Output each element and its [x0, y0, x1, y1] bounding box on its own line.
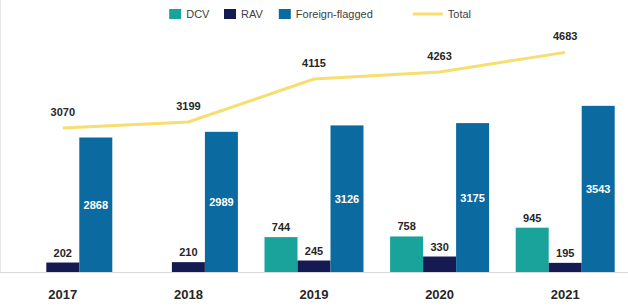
data-label: 2868: [84, 199, 108, 211]
y-axis-line: [0, 0, 1, 272]
data-label: 758: [397, 220, 415, 232]
line: [63, 52, 565, 128]
data-label: 4115: [302, 57, 326, 69]
bar: [423, 257, 456, 272]
data-label: 744: [272, 221, 291, 233]
data-label: 4263: [427, 50, 451, 62]
legend-label: RAV: [241, 8, 263, 20]
legend-swatch: [279, 9, 291, 19]
data-label: 3126: [335, 193, 359, 205]
bar: [456, 123, 489, 272]
data-label: 3175: [460, 192, 484, 204]
legend-swatch: [224, 9, 236, 19]
data-label: 945: [523, 212, 541, 224]
data-label: 195: [556, 247, 574, 259]
bar: [331, 125, 364, 272]
data-label: 3070: [51, 106, 75, 118]
legend-label: DCV: [186, 8, 210, 20]
bar: [516, 228, 549, 272]
data-label: 4683: [553, 30, 577, 42]
bar: [205, 132, 238, 272]
legend-swatch: [169, 9, 181, 19]
data-label: 330: [430, 241, 448, 253]
data-label: 210: [179, 246, 197, 258]
bar: [298, 261, 331, 272]
labels: 744 758 945 202 210 245 330 195 2868 2989 3126 3175…: [51, 30, 611, 258]
bar: [79, 138, 112, 272]
data-label: 245: [305, 245, 323, 257]
x-tick-label: 2017: [48, 287, 77, 302]
data-label: 3543: [586, 183, 610, 195]
x-tick-label: 2020: [425, 287, 454, 302]
legend-label: Foreign-flagged: [296, 8, 373, 20]
x-axis-line: [0, 272, 628, 273]
x-tick-label: 2019: [300, 287, 329, 302]
x-tick-label: 2021: [551, 287, 580, 302]
legend-swatch: [413, 13, 443, 16]
bar: [265, 237, 298, 272]
bar: [582, 106, 615, 272]
data-label: 202: [54, 247, 72, 259]
x-tick-label: 2018: [174, 287, 203, 302]
bar: [549, 263, 582, 272]
bar: [172, 262, 205, 272]
bar: [46, 263, 79, 272]
data-label: 3199: [176, 100, 200, 112]
bar: [390, 236, 423, 272]
data-label: 2989: [209, 196, 233, 208]
legend: DCV RAV Foreign-flagged Total: [169, 8, 471, 20]
legend-label: Total: [448, 8, 471, 20]
marks: [46, 52, 614, 272]
